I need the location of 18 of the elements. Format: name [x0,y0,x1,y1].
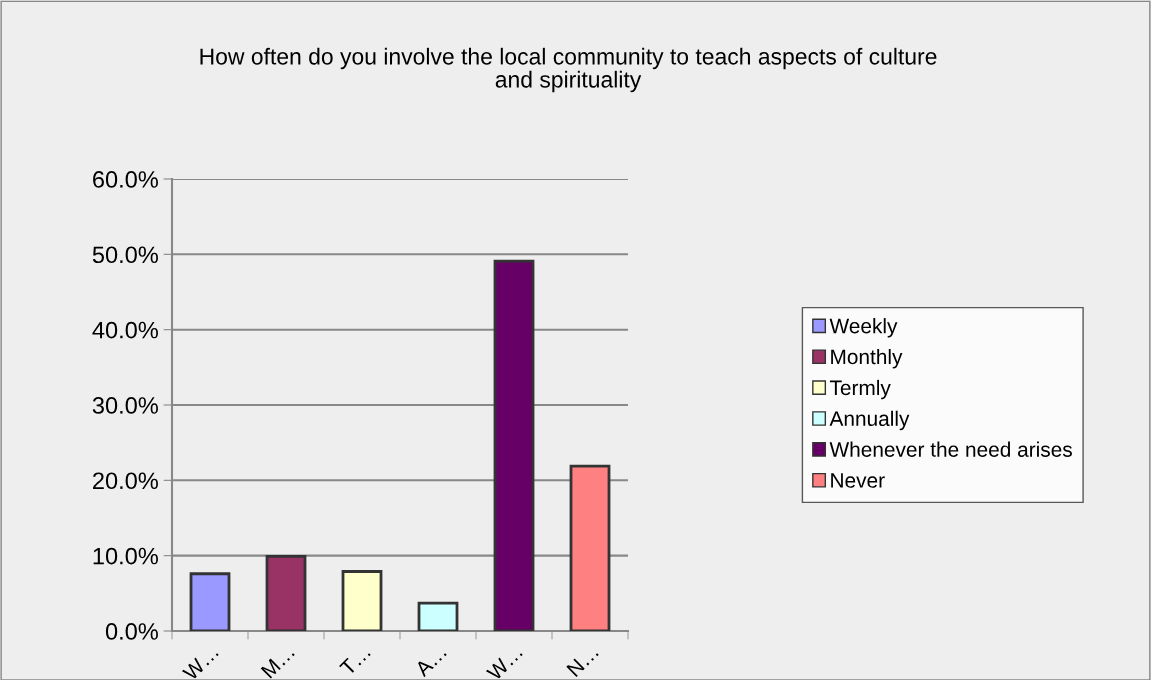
legend-label: Monthly [831,348,903,369]
y-tick-label: 60.0% [93,171,158,188]
y-tick-label: 30.0% [92,397,158,414]
x-tick-label: A… [414,644,447,678]
x-tick-label: N… [566,644,599,677]
legend-label: Annually [829,410,910,431]
legend-label: Never [831,473,885,488]
legend-label: Whenever the need arises [829,441,1072,457]
y-tick-label: 0.0% [105,623,158,640]
y-tick-label: 40.0% [92,321,158,339]
legend-label: Weekly [829,318,898,338]
y-tick-label: 10.0% [93,547,158,565]
x-tick-label: M… [260,644,295,679]
y-tick-label: 50.0% [92,246,158,264]
x-tick-label: T… [339,644,371,677]
chart-title: How often do you involve the local community to teach aspects of culture and spirituality [200,47,937,93]
y-tick-label: 20.0% [93,472,158,490]
legend-label: Termly [829,379,891,400]
